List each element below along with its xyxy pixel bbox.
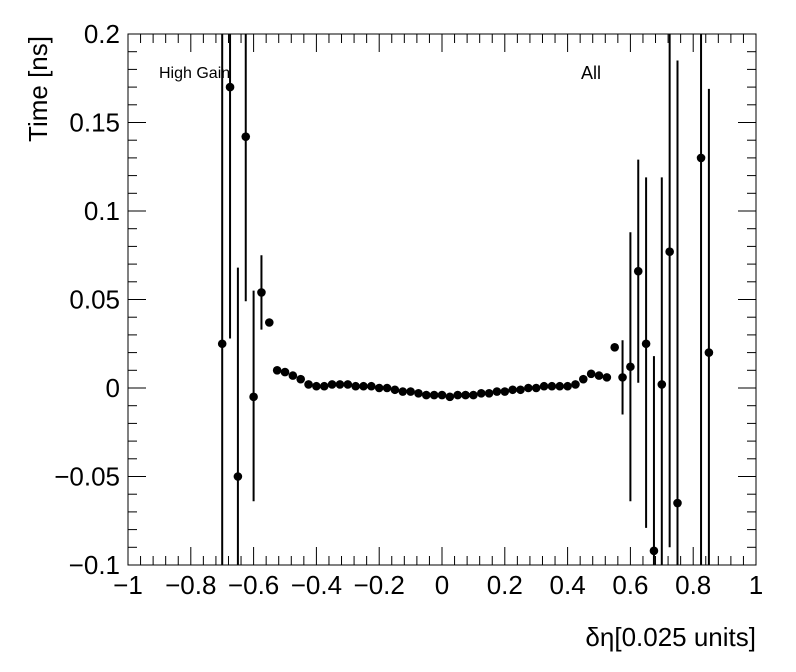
data-point	[571, 380, 580, 389]
data-point	[657, 380, 667, 389]
data-point	[704, 348, 714, 357]
data-point	[327, 380, 337, 389]
y-tick-label: 0.15	[69, 108, 120, 138]
data-point	[335, 380, 345, 389]
data-point	[649, 546, 659, 556]
data-point	[257, 288, 266, 297]
data-point	[429, 390, 439, 400]
data-point	[563, 381, 572, 391]
data-point	[241, 132, 251, 141]
data-point	[343, 380, 353, 389]
y-tick-label: 0	[106, 373, 120, 403]
x-tick-label: 0	[435, 570, 449, 600]
y-tick-label: 0.05	[69, 285, 120, 315]
data-point	[461, 390, 470, 400]
data-point	[539, 381, 549, 391]
data-point	[673, 498, 682, 508]
data-point	[586, 369, 596, 379]
data-point	[641, 339, 651, 349]
data-point	[217, 339, 227, 349]
data-point	[319, 381, 329, 391]
x-tick-label: −0.8	[165, 570, 216, 600]
data-point	[312, 381, 321, 391]
data-point	[288, 371, 298, 380]
data-point	[469, 390, 478, 400]
annotation-all: All	[581, 63, 601, 83]
data-point	[492, 387, 502, 396]
annotation-high-gain: High Gain	[159, 65, 230, 82]
data-point	[225, 82, 235, 92]
y-axis-label: Time [ns]	[23, 36, 53, 142]
data-point	[304, 380, 313, 389]
y-tick-label: −0.1	[69, 550, 120, 580]
data-point	[508, 385, 517, 395]
data-point	[390, 385, 400, 395]
data-point	[233, 472, 243, 481]
data-point	[602, 373, 612, 382]
data-point	[437, 390, 447, 400]
data-point	[665, 247, 674, 257]
data-point	[398, 387, 408, 396]
data-point	[696, 153, 706, 163]
x-axis-label: δη[0.025 units]	[585, 622, 756, 652]
data-point	[414, 389, 423, 398]
x-tick-label: 0.4	[550, 570, 586, 600]
axes-layer	[127, 33, 757, 566]
data-point	[618, 373, 627, 382]
x-tick-label: 0.8	[675, 570, 711, 600]
x-tick-label: 0.2	[487, 570, 523, 600]
data-point	[374, 383, 384, 393]
y-tick-label: 0.2	[84, 19, 120, 49]
y-tick-label: 0.1	[84, 196, 120, 226]
data-point	[531, 383, 541, 393]
x-tick-label: 0.6	[612, 570, 648, 600]
data-point	[280, 367, 290, 377]
data-point	[500, 387, 510, 396]
data-point	[453, 390, 463, 400]
x-tick-label: −0.2	[354, 570, 405, 600]
data-point	[555, 381, 565, 391]
data-point	[594, 371, 604, 380]
data-point	[524, 383, 533, 393]
markers-layer	[217, 34, 714, 565]
x-tick-label: −0.6	[228, 570, 279, 600]
data-point	[445, 392, 455, 402]
x-tick-label: 1	[749, 570, 763, 600]
data-point	[484, 389, 494, 398]
data-point	[633, 266, 643, 276]
data-point	[351, 381, 360, 391]
data-point	[547, 381, 557, 391]
data-point	[249, 392, 258, 402]
data-point	[610, 342, 619, 352]
data-point	[296, 374, 306, 384]
x-tick-label: −1	[113, 570, 143, 600]
tick-labels: −1 −0.8 −0.6 −0.4 −0.2 0 0.2 0.4 0.6 0.8 1 −0.1 −0.0…	[54, 19, 763, 600]
data-point	[516, 385, 525, 395]
data-point	[422, 390, 431, 400]
data-point	[367, 381, 376, 391]
y-tick-label: −0.05	[54, 462, 120, 492]
x-tick-label: −0.4	[291, 570, 342, 600]
data-point	[579, 374, 588, 384]
data-point	[406, 387, 415, 396]
data-point	[272, 366, 282, 375]
data-point	[476, 389, 486, 398]
data-point	[265, 318, 274, 327]
data-point	[382, 383, 392, 393]
data-point	[626, 362, 635, 372]
data-point	[359, 381, 368, 391]
